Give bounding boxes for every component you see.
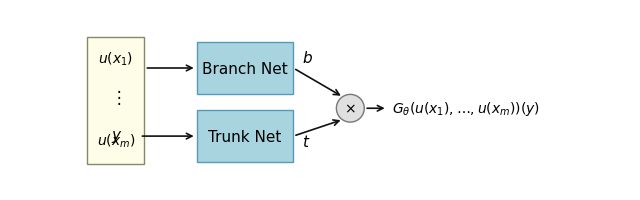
Text: $G_{\theta}(u(x_1),\ldots,u(x_m))(y)$: $G_{\theta}(u(x_1),\ldots,u(x_m))(y)$ [392, 100, 540, 118]
Text: Trunk Net: Trunk Net [208, 129, 282, 144]
Text: $u(x_m)$: $u(x_m)$ [97, 131, 135, 149]
Ellipse shape [337, 95, 364, 122]
Text: $\vdots$: $\vdots$ [110, 88, 122, 107]
Text: $t$: $t$ [302, 133, 310, 149]
Text: $b$: $b$ [302, 50, 313, 66]
FancyBboxPatch shape [196, 42, 293, 95]
Text: $\times$: $\times$ [344, 102, 356, 116]
Text: Branch Net: Branch Net [202, 61, 288, 76]
FancyBboxPatch shape [88, 38, 145, 164]
Text: $u(x_1)$: $u(x_1)$ [99, 51, 134, 68]
Text: $y$: $y$ [111, 128, 123, 144]
FancyBboxPatch shape [196, 110, 293, 163]
